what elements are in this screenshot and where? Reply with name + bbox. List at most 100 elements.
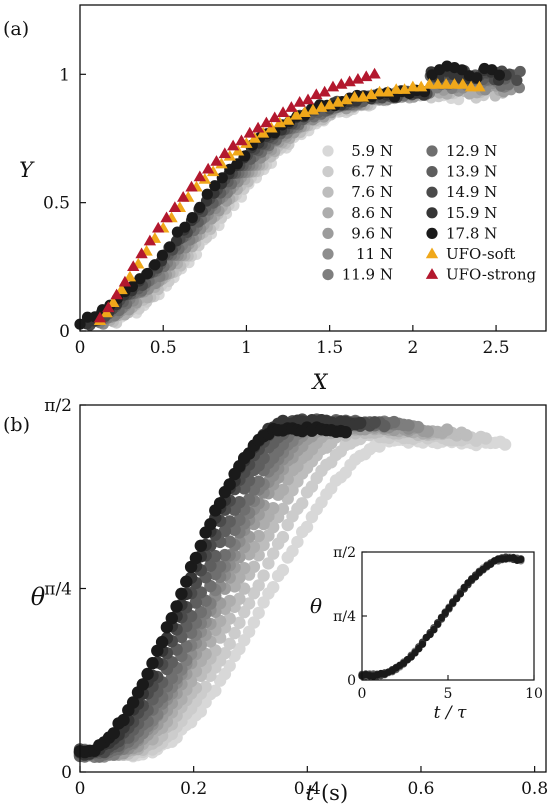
legend-label: UFO-soft bbox=[446, 245, 515, 263]
data-point bbox=[456, 590, 464, 598]
legend-marker bbox=[322, 166, 334, 178]
data-point bbox=[460, 429, 473, 442]
legend-item: 7.6 N bbox=[322, 183, 393, 201]
data-point bbox=[514, 65, 526, 78]
data-point bbox=[276, 483, 290, 496]
data-point bbox=[445, 604, 453, 612]
data-point bbox=[210, 155, 223, 166]
data-point bbox=[247, 560, 261, 573]
data-point bbox=[291, 535, 304, 549]
data-point bbox=[276, 106, 290, 118]
data-point bbox=[411, 420, 425, 434]
data-point bbox=[149, 259, 161, 271]
data-point bbox=[233, 592, 246, 605]
legend-marker bbox=[322, 207, 334, 219]
x-axis-label-b: t (s) bbox=[306, 781, 348, 805]
legend-marker bbox=[426, 207, 438, 219]
legend-item: 17.8 N bbox=[426, 224, 497, 242]
series-b-17-8-N bbox=[73, 421, 352, 759]
data-point bbox=[118, 275, 132, 287]
data-point bbox=[189, 596, 203, 609]
x-tick-label-a: 2 bbox=[407, 338, 418, 358]
data-point bbox=[437, 614, 446, 622]
data-point bbox=[453, 595, 461, 603]
data-point bbox=[233, 513, 246, 527]
data-point bbox=[387, 415, 401, 429]
legend-item: 6.7 N bbox=[322, 163, 393, 181]
data-point bbox=[233, 571, 246, 584]
data-point bbox=[185, 180, 198, 192]
y-tick-label-a: 1 bbox=[59, 65, 70, 85]
x-axis-label-a: X bbox=[311, 370, 329, 394]
data-point bbox=[231, 158, 243, 170]
data-point bbox=[117, 713, 130, 727]
data-point bbox=[155, 635, 169, 649]
data-point bbox=[431, 78, 444, 89]
data-point bbox=[110, 288, 123, 300]
data-point bbox=[434, 620, 442, 628]
inset-frame bbox=[361, 551, 535, 681]
legend-item: UFO-strong bbox=[425, 266, 537, 284]
legend-item: 12.9 N bbox=[426, 142, 497, 160]
x-tick-label-a: 0 bbox=[75, 338, 86, 358]
inset-chart: 0 5 10 0 π/4 π/2 θ t / τ bbox=[310, 545, 543, 723]
data-point bbox=[213, 560, 227, 573]
data-point bbox=[252, 579, 265, 592]
data-point bbox=[242, 597, 256, 610]
legend-marker bbox=[426, 166, 438, 178]
inset-y-tick-label: π/2 bbox=[333, 545, 356, 561]
data-point bbox=[300, 520, 314, 534]
data-point bbox=[126, 696, 140, 709]
y-tick-label-b: π/2 bbox=[44, 396, 72, 416]
data-point bbox=[242, 625, 256, 638]
data-point bbox=[267, 520, 280, 534]
inset-y-tick-label: 0 bbox=[347, 673, 356, 689]
legend-label: 9.6 N bbox=[351, 224, 393, 242]
data-point bbox=[426, 630, 434, 639]
data-point bbox=[135, 247, 148, 259]
data-point bbox=[257, 569, 270, 582]
data-point bbox=[165, 612, 178, 625]
data-point bbox=[276, 530, 290, 544]
legend-marker bbox=[426, 227, 438, 239]
data-point bbox=[223, 637, 236, 650]
data-point bbox=[160, 211, 173, 223]
data-point bbox=[209, 684, 222, 697]
data-point bbox=[136, 678, 149, 691]
data-point bbox=[156, 249, 168, 261]
data-point bbox=[276, 563, 290, 577]
data-point bbox=[177, 191, 190, 202]
x-tick-label-b: 0.4 bbox=[294, 779, 321, 799]
legend-item: 11 N bbox=[322, 245, 393, 263]
legend-marker bbox=[322, 269, 334, 281]
y-tick-label-b: 0 bbox=[61, 763, 72, 783]
x-tick-label-a: 2.5 bbox=[483, 338, 510, 358]
data-point bbox=[473, 80, 486, 92]
data-point bbox=[260, 116, 273, 128]
data-point bbox=[247, 540, 261, 554]
data-point bbox=[218, 147, 231, 159]
chart-b: (b) θ t (s) 0 0.2 0.4 0.6 0.8 0 π/4 π/2 0 5 10 0 π/… bbox=[3, 396, 548, 805]
data-point bbox=[430, 625, 438, 634]
legend-item: 5.9 N bbox=[322, 142, 393, 160]
data-point bbox=[247, 616, 261, 629]
legend-label: 17.8 N bbox=[446, 224, 497, 242]
data-point bbox=[141, 267, 153, 280]
data-point bbox=[242, 493, 256, 506]
panel-label-a: (a) bbox=[3, 18, 29, 40]
data-point bbox=[223, 478, 236, 491]
inset-x-tick-label: 5 bbox=[444, 686, 453, 702]
legend-marker bbox=[322, 248, 334, 260]
inset-x-label: t / τ bbox=[434, 703, 467, 723]
data-point bbox=[251, 121, 265, 133]
inset-y-label: θ bbox=[310, 594, 322, 618]
data-point bbox=[213, 497, 227, 510]
x-tick-label-a: 1.5 bbox=[316, 338, 343, 358]
legend-a: 5.9 N 6.7 N 7.6 N 8.6 N 9.6 N 11 N 11.9 N 12.9 … bbox=[322, 142, 537, 284]
y-axis-label-b: θ bbox=[31, 583, 46, 611]
data-point bbox=[126, 280, 138, 293]
data-point bbox=[186, 212, 198, 224]
data-point bbox=[194, 586, 207, 599]
legend-marker bbox=[322, 186, 334, 198]
